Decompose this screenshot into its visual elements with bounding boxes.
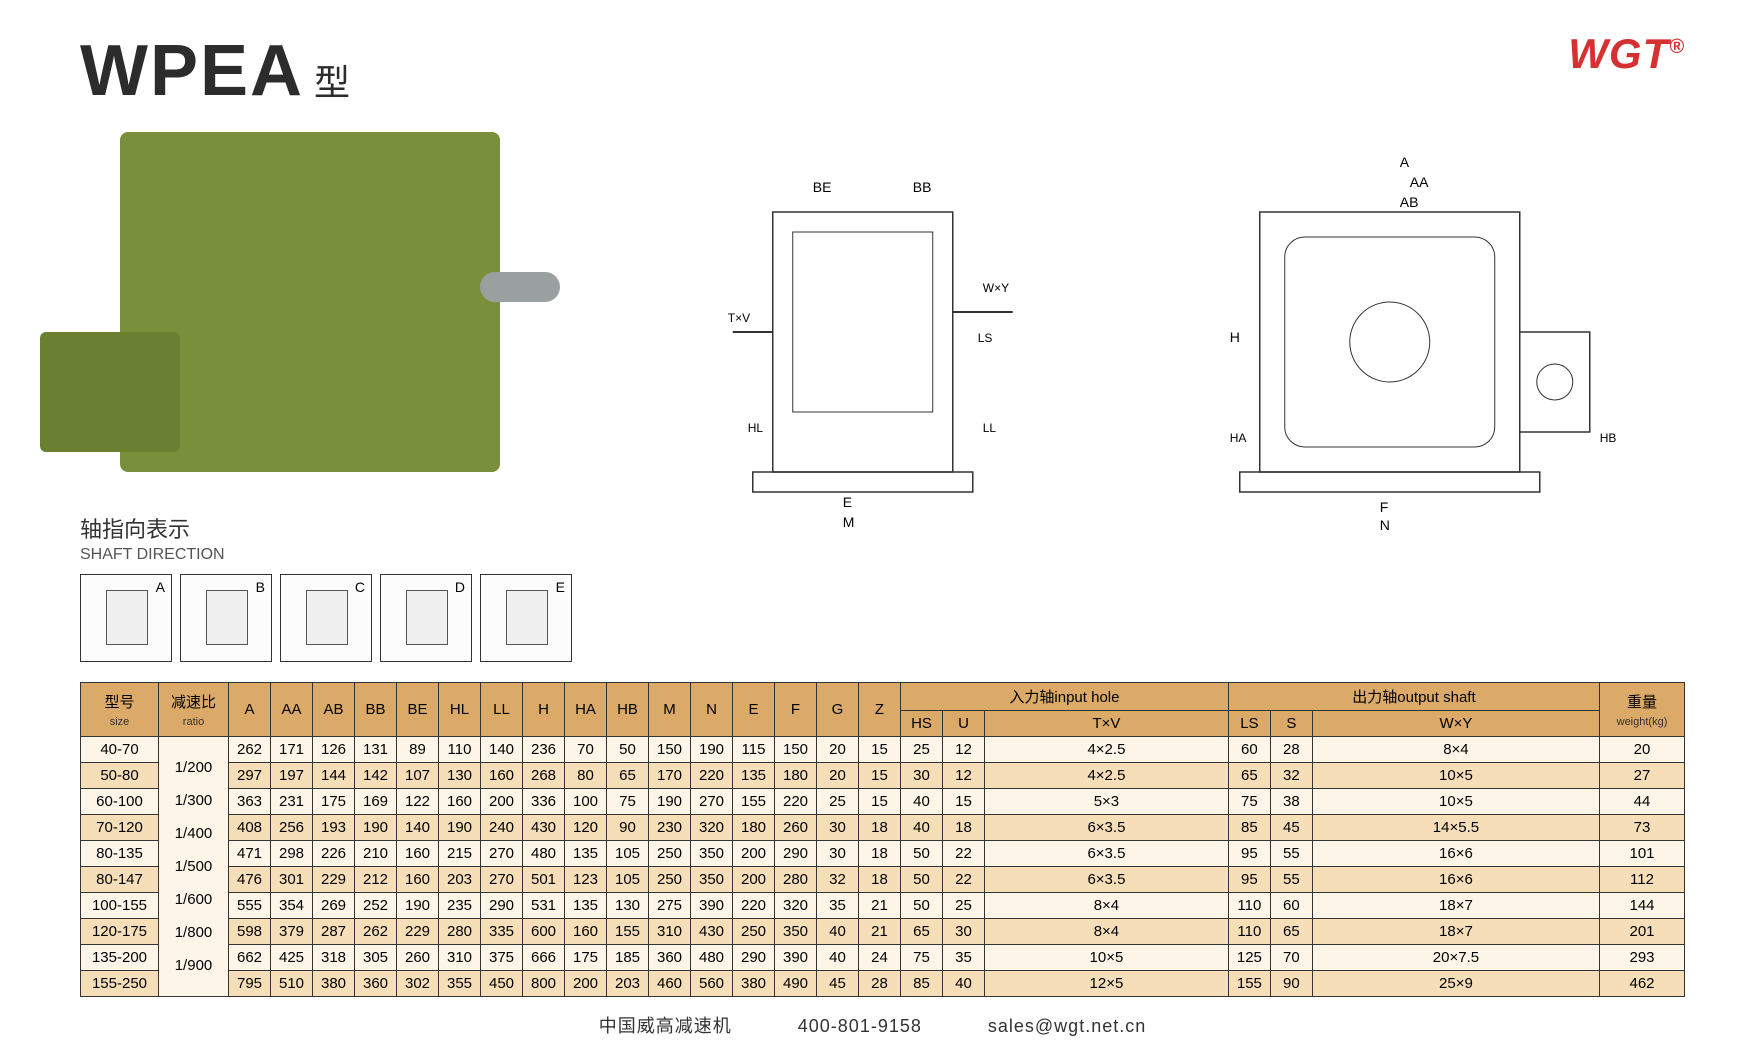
- shaft-title-chinese: 轴指向表示: [80, 512, 572, 544]
- table-row: 80-1474763012292121602032705011231052503…: [81, 867, 1685, 893]
- svg-text:N: N: [1379, 517, 1389, 532]
- col-output-shaft: 出力轴output shaft: [1228, 683, 1599, 711]
- svg-text:LS: LS: [978, 331, 993, 345]
- footer-company: 中国威高减速机: [599, 1016, 732, 1036]
- shaft-option-c: C: [280, 574, 372, 662]
- table-row: 155-250795510380360302355450800200203460…: [81, 971, 1685, 997]
- svg-text:LL: LL: [983, 421, 997, 435]
- brand-logo: WGT®: [1568, 30, 1685, 78]
- svg-text:H: H: [1229, 329, 1239, 345]
- shaft-title-english: SHAFT DIRECTION: [80, 546, 572, 564]
- footer-phone: 400-801-9158: [798, 1016, 922, 1036]
- col-weight: 重量weight(kg): [1600, 683, 1685, 737]
- table-row: 120-175598379287262229280335600160155310…: [81, 919, 1685, 945]
- shaft-option-d: D: [380, 574, 472, 662]
- table-row: 40-701/2001/3001/4001/5001/6001/8001/900…: [81, 737, 1685, 763]
- table-row: 60-1003632311751691221602003361007519027…: [81, 789, 1685, 815]
- svg-text:HB: HB: [1599, 431, 1616, 445]
- table-row: 135-200662425318305260310375666175185360…: [81, 945, 1685, 971]
- svg-text:AA: AA: [1409, 174, 1428, 190]
- shaft-direction-diagrams: A B C D E: [80, 574, 572, 662]
- svg-text:T×V: T×V: [728, 311, 750, 325]
- col-size: 型号size: [81, 683, 159, 737]
- svg-text:BE: BE: [813, 179, 832, 195]
- page-title: WPEA: [80, 30, 304, 112]
- specifications-table: 型号size 减速比ratio A AA AB BB BE HL LL H HA…: [80, 682, 1685, 997]
- svg-text:BB: BB: [913, 179, 932, 195]
- svg-text:HA: HA: [1229, 431, 1246, 445]
- col-ratio: 减速比ratio: [159, 683, 229, 737]
- table-row: 70-1204082561931901401902404301209023032…: [81, 815, 1685, 841]
- col-input-hole: 入力轴input hole: [901, 683, 1229, 711]
- svg-text:A: A: [1399, 154, 1409, 170]
- title-suffix: 型: [314, 54, 350, 106]
- svg-text:E: E: [843, 494, 852, 510]
- shaft-option-b: B: [180, 574, 272, 662]
- table-row: 100-155555354269252190235290531135130275…: [81, 893, 1685, 919]
- table-row: 80-1354712982262101602152704801351052503…: [81, 841, 1685, 867]
- svg-text:HL: HL: [748, 421, 764, 435]
- svg-text:M: M: [843, 514, 855, 530]
- technical-drawing-side: A AA AB H HA HB F N: [1164, 132, 1686, 532]
- svg-text:F: F: [1379, 499, 1388, 515]
- svg-text:AB: AB: [1399, 194, 1418, 210]
- product-image: [120, 132, 500, 472]
- page-footer: 中国威高减速机 400-801-9158 sales@wgt.net.cn: [0, 1012, 1745, 1038]
- table-row: 50-8029719714414210713016026880651702201…: [81, 763, 1685, 789]
- footer-email: sales@wgt.net.cn: [988, 1016, 1146, 1036]
- shaft-option-e: E: [480, 574, 572, 662]
- svg-text:W×Y: W×Y: [983, 281, 1009, 295]
- technical-drawing-front: BE BB W×Y T×V LS HL LL M E: [612, 132, 1134, 532]
- shaft-option-a: A: [80, 574, 172, 662]
